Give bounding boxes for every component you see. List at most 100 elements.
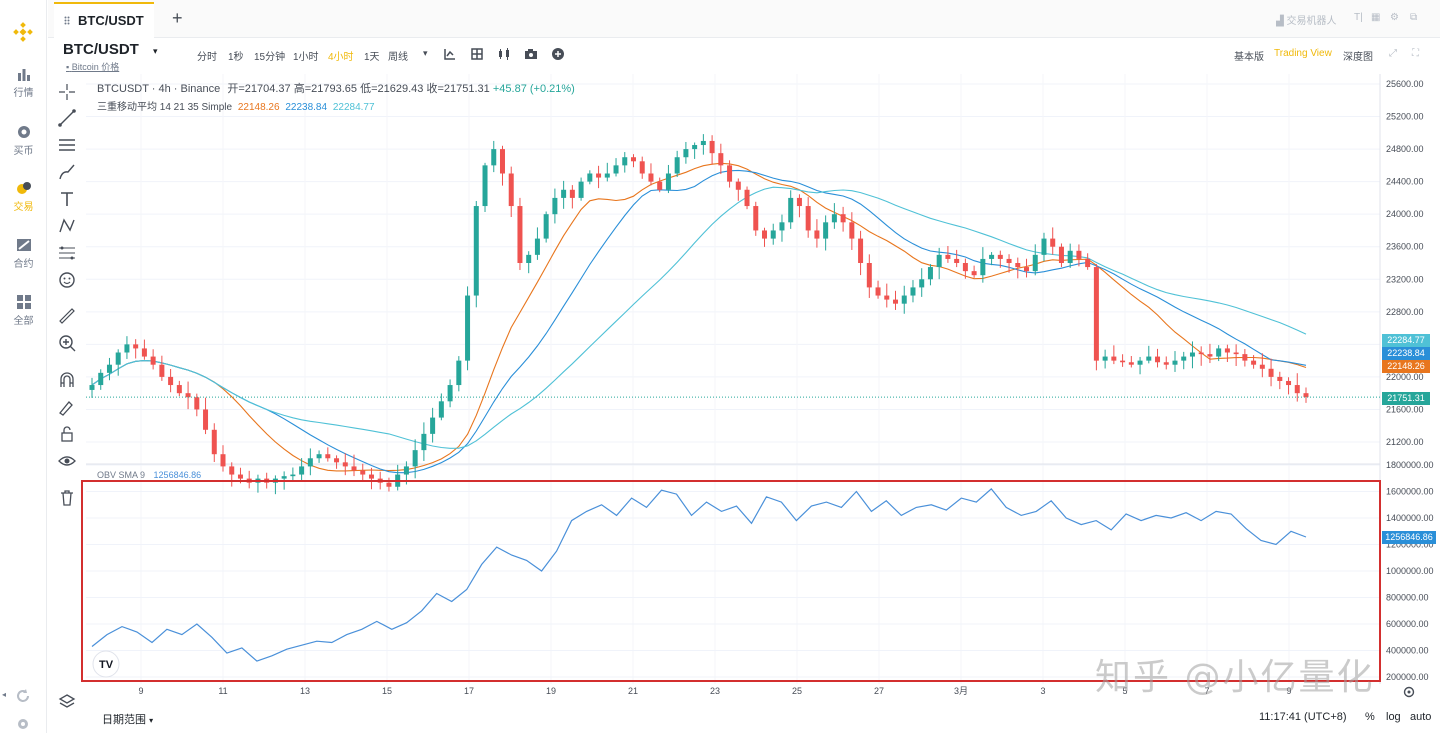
ma-slow-price-tag: 22284.77 [1382,334,1430,347]
price-tick-label: 21200.00 [1386,437,1424,447]
time-tick-label: 21 [628,686,638,696]
zoom-in-icon[interactable] [57,333,77,353]
add-tab-button[interactable]: + [172,8,183,28]
price-chart[interactable]: 25600.00 25200.00 24800.00 24400.00 24000.00… [0,0,1440,705]
price-axis[interactable]: 25600.00 25200.00 24800.00 24400.00 24000.00… [1386,79,1424,447]
expand-icon[interactable]: ⛶ [1412,48,1419,59]
obv-legend-title: OBV SMA 9 [97,470,146,480]
candle-body [587,173,593,182]
candle-body [674,157,680,174]
candle-body [351,466,357,471]
interval-1w[interactable]: 周线 [388,52,408,63]
candle-type-icon[interactable] [497,47,511,61]
symbol-subtitle-link[interactable]: ▪ Bitcoin 价格 [66,60,119,73]
candle-body [997,254,1003,259]
grid-layout-icon[interactable] [470,47,484,61]
pencil-lock-icon[interactable] [57,397,77,417]
interval-timeline[interactable]: 分时 [197,52,217,63]
obv-tick-label: 1200000.00 [1386,540,1434,550]
nav-item-futures[interactable]: 合约 [0,237,47,270]
log-scale-button[interactable]: log [1386,711,1401,723]
candle-body [334,458,340,463]
symbol-name: BTC/USDT [63,41,139,58]
obv-gridlines [86,464,1380,678]
time-axis[interactable]: 9 11 13 15 17 19 21 23 25 27 3月 3 5 7 9 [138,686,1291,696]
interval-15m[interactable]: 15分钟 [254,52,286,63]
legend-low: 低=21629.43 [360,83,424,95]
brush-icon[interactable] [57,162,77,182]
lock-icon[interactable] [57,424,77,444]
candle-body [630,157,636,162]
ma-legend[interactable]: 三重移动平均 14 21 35 Simple 22148.26 22238.84… [97,98,375,113]
nav-item-all[interactable]: 全部 [0,294,47,327]
camera-icon[interactable] [524,47,538,61]
obv-axis[interactable]: 1800000.00 1600000.00 1400000.00 1200000.00… [1386,460,1434,682]
layers-icon[interactable] [58,693,76,711]
coin-icon [17,126,30,138]
symbol-selector[interactable]: BTC/USDT ▾ [63,41,158,58]
price-tick-label: 21600.00 [1386,404,1424,414]
auto-scale-button[interactable]: auto [1410,711,1432,723]
date-range-button[interactable]: 日期范围 ▾ [102,711,153,727]
indicator-icon[interactable]: T| [1354,12,1363,23]
view-basic[interactable]: 基本版 [1234,52,1264,63]
binance-logo-icon[interactable] [13,22,33,42]
trend-line-icon[interactable] [57,108,77,128]
text-tool-icon[interactable] [57,189,77,209]
nav-item-buy[interactable]: 买币 [0,124,47,157]
nav-item-trade[interactable]: 交易 [0,180,47,213]
percent-scale-button[interactable]: % [1365,711,1375,723]
settings-gear-icon[interactable] [15,716,31,732]
view-tradingview[interactable]: Trading View [1274,48,1332,59]
tab-btc-usdt[interactable]: BTC/USDT [54,2,154,38]
emoji-icon[interactable] [57,270,77,290]
refresh-icon[interactable] [15,688,31,704]
interval-1h[interactable]: 1小时 [293,52,319,63]
candle-body [805,206,811,231]
clock-display[interactable]: 11:17:41 (UTC+8) [1259,711,1347,723]
grid-icon [16,295,31,309]
layout-icon[interactable]: ▦ [1371,12,1381,23]
candle-body [788,197,794,223]
ma-legend-title: 三重移动平均 14 21 35 Simple [97,102,233,113]
time-tick-label: 23 [710,686,720,696]
nav-label: 买币 [13,146,34,157]
popout-icon[interactable]: ⧉ [1410,12,1418,23]
candle-body [211,429,217,455]
obv-tick-label: 800000.00 [1386,593,1429,603]
indicator-chart-icon[interactable] [443,47,457,61]
interval-4h[interactable]: 4小时 [328,52,354,63]
axis-settings-icon[interactable] [1403,686,1415,698]
crosshair-icon[interactable] [57,82,77,102]
interval-1s[interactable]: 1秒 [228,52,244,63]
candle-body [604,173,610,178]
ruler-icon[interactable] [57,306,77,326]
eye-icon[interactable] [57,451,77,471]
fullscreen-icon[interactable]: ⤢ [1389,48,1397,59]
candle-body [648,173,654,182]
trash-icon[interactable] [57,488,77,508]
interval-more-chevron-icon[interactable]: ▾ [423,48,428,58]
candle-body [1032,254,1038,272]
candle-body [89,385,95,390]
candle-body [796,197,802,207]
horizontal-lines-icon[interactable] [57,135,77,155]
gear-icon[interactable]: ⚙ [1390,12,1399,23]
obv-legend[interactable]: OBV SMA 9 1256846.86 [97,470,201,480]
ma-mid-price-tag: 22238.84 [1382,347,1430,360]
legend-open: 开=21704.37 [227,83,291,95]
legend-close: 收=21751.31 [426,83,490,95]
nav-item-market[interactable]: 行情 [0,66,47,99]
view-depth[interactable]: 深度图 [1343,52,1373,63]
trading-bot-button[interactable]: ▟ 交易机器人 [1276,12,1336,27]
fib-icon[interactable] [57,243,77,263]
magnet-icon[interactable] [57,370,77,390]
collapse-arrow-icon[interactable]: ◂ [2,690,7,699]
pattern-icon[interactable] [57,216,77,236]
interval-1d[interactable]: 1天 [364,52,380,63]
candle-body [499,149,505,174]
add-indicator-icon[interactable] [551,47,565,61]
candle-body [1102,356,1108,361]
svg-text:TV: TV [99,659,114,671]
candle-body [927,267,933,280]
